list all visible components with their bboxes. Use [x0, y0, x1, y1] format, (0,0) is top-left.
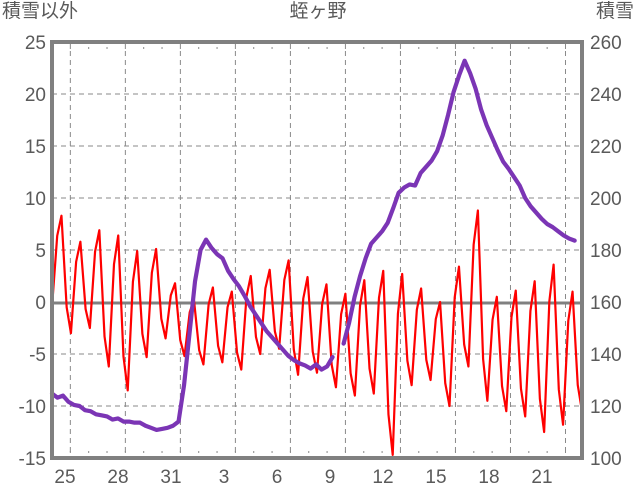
right-tick-6: 140: [590, 345, 622, 366]
x-tick-5: 9: [324, 467, 336, 488]
right-tick-2: 220: [590, 137, 622, 158]
right-axis-title: 積雪: [595, 1, 634, 22]
x-tick-6: 12: [372, 467, 394, 488]
right-tick-3: 200: [590, 189, 622, 210]
left-tick-1: 20: [24, 85, 46, 106]
plot-frame: [50, 40, 584, 460]
x-tick-7: 15: [425, 467, 447, 488]
x-tick-4: 6: [271, 467, 283, 488]
right-tick-5: 160: [590, 293, 622, 314]
left-tick-8: -15: [18, 449, 46, 470]
right-tick-7: 120: [590, 397, 622, 418]
left-tick-0: 25: [24, 33, 46, 54]
x-tick-3: 3: [218, 467, 230, 488]
left-tick-2: 15: [24, 137, 46, 158]
right-tick-1: 240: [590, 85, 622, 106]
right-tick-4: 180: [590, 241, 622, 262]
series-line-other: [50, 209, 584, 456]
right-tick-0: 260: [590, 33, 622, 54]
page-title: 蛭ヶ野: [289, 1, 347, 22]
left-axis-title: 積雪以外: [2, 1, 79, 22]
right-tick-8: 100: [590, 449, 622, 470]
gridlines: [52, 42, 582, 458]
x-tick-2: 31: [160, 467, 182, 488]
left-tick-4: 5: [35, 241, 46, 262]
x-tick-9: 21: [531, 467, 553, 488]
left-tick-3: 10: [24, 189, 46, 210]
x-tick-1: 28: [107, 467, 129, 488]
x-tick-8: 18: [478, 467, 500, 488]
x-tick-0: 25: [54, 467, 76, 488]
left-tick-5: 0: [35, 293, 46, 314]
left-tick-7: -10: [18, 397, 46, 418]
left-tick-6: -5: [29, 345, 46, 366]
series-line-snow: [49, 58, 577, 433]
